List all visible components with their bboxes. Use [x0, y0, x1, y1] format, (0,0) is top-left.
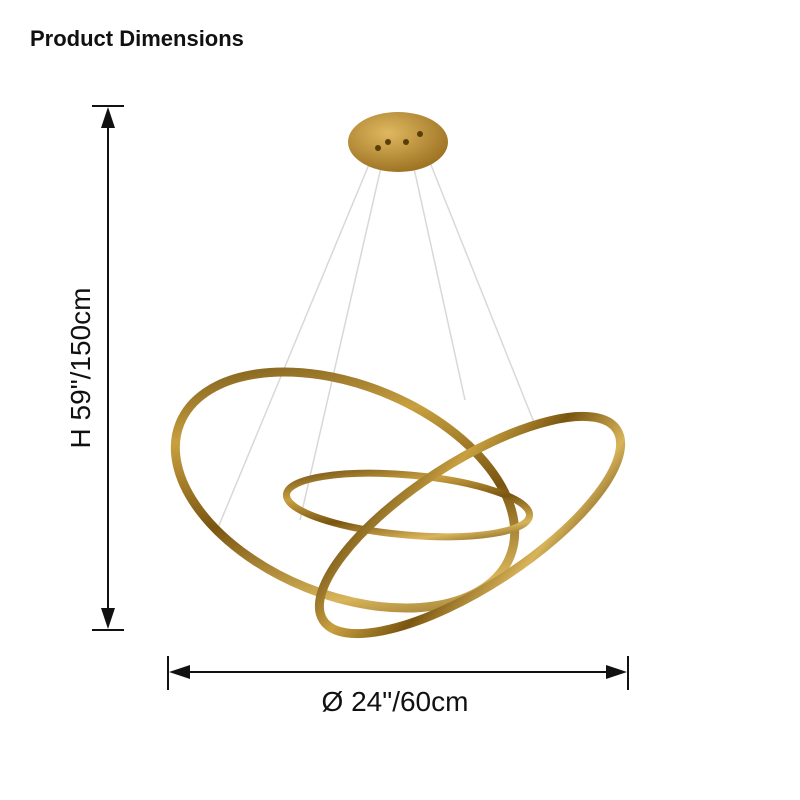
rings [170, 367, 626, 639]
title: Product Dimensions [30, 26, 244, 51]
diameter-arrow [167, 656, 629, 690]
height-arrow [92, 105, 124, 631]
canopy [348, 112, 448, 172]
height-label: H 59"/150cm [65, 288, 96, 449]
diameter-label: Ø 24"/60cm [322, 686, 469, 717]
wires [214, 149, 536, 536]
